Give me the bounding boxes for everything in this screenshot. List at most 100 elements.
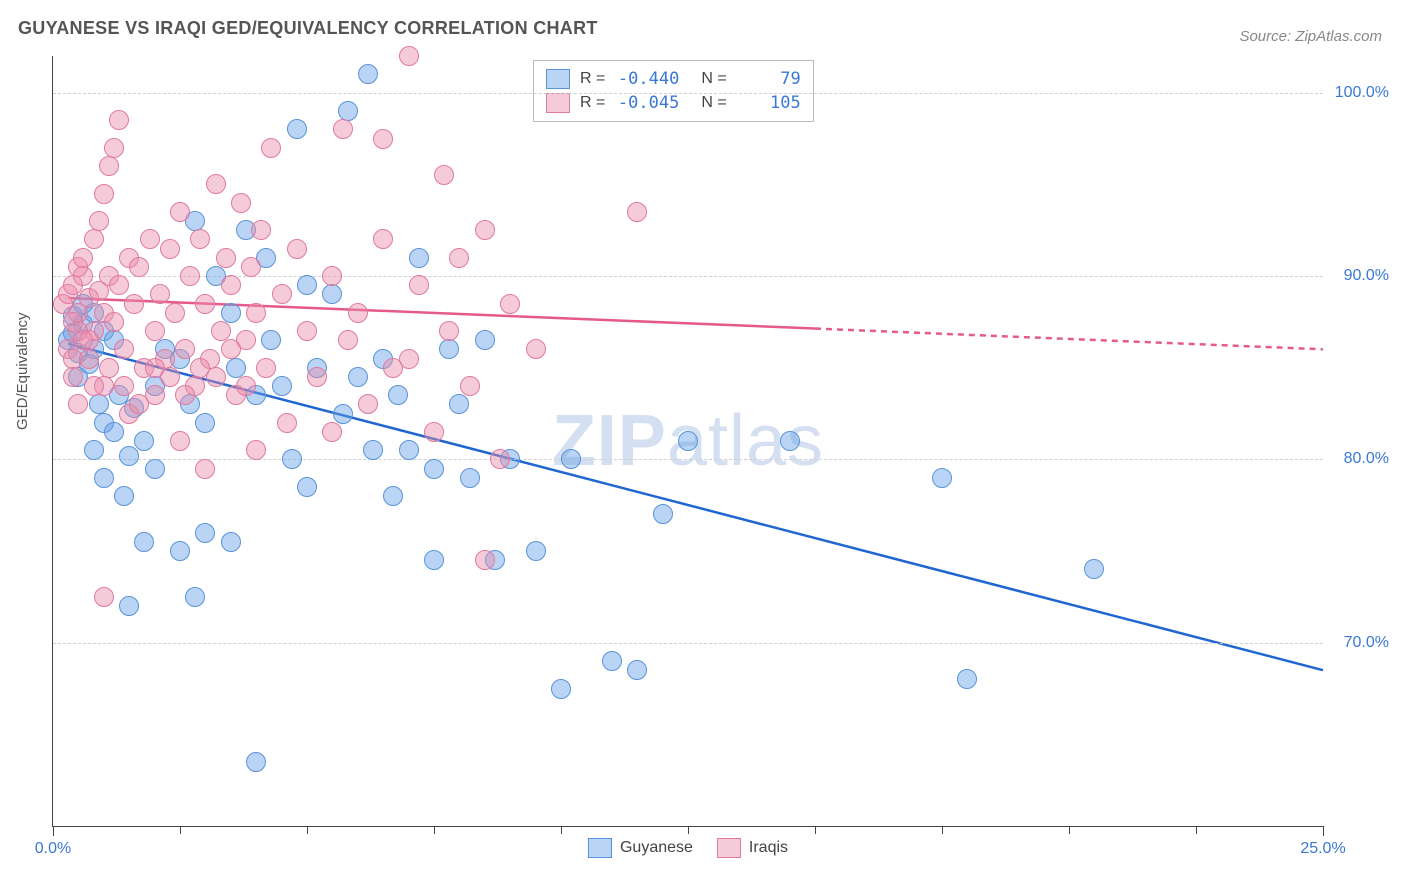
x-tick-label: 25.0% [1300, 840, 1345, 858]
data-point [206, 174, 226, 194]
data-point [282, 449, 302, 469]
data-point [460, 376, 480, 396]
data-point [460, 468, 480, 488]
data-point [221, 532, 241, 552]
x-tick [688, 826, 689, 834]
data-point [221, 275, 241, 295]
data-point [424, 422, 444, 442]
data-point [180, 266, 200, 286]
x-tick-label: 0.0% [35, 840, 71, 858]
x-tick [307, 826, 308, 834]
data-point [348, 367, 368, 387]
data-point [104, 312, 124, 332]
data-point [63, 367, 83, 387]
data-point [114, 486, 134, 506]
data-point [124, 294, 144, 314]
data-point [322, 266, 342, 286]
legend-item: Iraqis [717, 838, 788, 858]
chart-title: GUYANESE VS IRAQI GED/EQUIVALENCY CORREL… [18, 18, 598, 39]
legend-swatch [546, 93, 570, 113]
x-tick [561, 826, 562, 834]
data-point [449, 248, 469, 268]
data-point [246, 752, 266, 772]
data-point [602, 651, 622, 671]
data-point [287, 239, 307, 259]
data-point [409, 275, 429, 295]
data-point [409, 248, 429, 268]
data-point [490, 449, 510, 469]
data-point [84, 376, 104, 396]
data-point [256, 358, 276, 378]
data-point [185, 587, 205, 607]
data-point [150, 284, 170, 304]
data-point [140, 229, 160, 249]
data-point [109, 110, 129, 130]
data-point [333, 404, 353, 424]
data-point [399, 46, 419, 66]
data-point [526, 541, 546, 561]
data-point [104, 422, 124, 442]
data-point [231, 193, 251, 213]
data-point [170, 541, 190, 561]
data-point [109, 275, 129, 295]
data-point [114, 339, 134, 359]
y-tick-label: 80.0% [1344, 450, 1389, 468]
legend-label: Iraqis [749, 839, 788, 857]
x-tick [815, 826, 816, 834]
data-point [383, 486, 403, 506]
data-point [363, 440, 383, 460]
data-point [134, 532, 154, 552]
trend-line [815, 329, 1323, 350]
x-tick [434, 826, 435, 834]
data-point [358, 394, 378, 414]
data-point [261, 138, 281, 158]
x-tick [180, 826, 181, 834]
data-point [653, 504, 673, 524]
data-point [424, 550, 444, 570]
data-point [195, 413, 215, 433]
chart-container: GUYANESE VS IRAQI GED/EQUIVALENCY CORREL… [0, 0, 1406, 892]
data-point [475, 220, 495, 240]
legend-item: Guyanese [588, 838, 693, 858]
gridline [53, 459, 1323, 460]
x-tick [1323, 826, 1324, 836]
data-point [475, 330, 495, 350]
data-point [297, 477, 317, 497]
x-tick [1196, 826, 1197, 834]
data-point [322, 422, 342, 442]
data-point [160, 367, 180, 387]
data-point [73, 330, 93, 350]
data-point [297, 275, 317, 295]
x-tick [942, 826, 943, 834]
data-point [627, 202, 647, 222]
data-point [561, 449, 581, 469]
legend-swatch [546, 69, 570, 89]
data-point [73, 248, 93, 268]
data-point [1084, 559, 1104, 579]
gridline [53, 643, 1323, 644]
legend-swatch [588, 838, 612, 858]
n-label: N = [701, 70, 726, 88]
data-point [297, 321, 317, 341]
correlation-legend: R =-0.440N =79R =-0.045N =105 [533, 60, 814, 122]
data-point [399, 349, 419, 369]
data-point [434, 165, 454, 185]
data-point [206, 367, 226, 387]
plot-area: ZIPatlas R =-0.440N =79R =-0.045N =105 G… [52, 56, 1323, 827]
y-tick-label: 100.0% [1335, 84, 1389, 102]
data-point [322, 284, 342, 304]
data-point [526, 339, 546, 359]
data-point [68, 394, 88, 414]
data-point [145, 459, 165, 479]
r-value: -0.045 [615, 93, 679, 113]
data-point [104, 138, 124, 158]
legend-row: R =-0.045N =105 [546, 91, 801, 115]
data-point [89, 394, 109, 414]
data-point [932, 468, 952, 488]
data-point [84, 229, 104, 249]
data-point [221, 303, 241, 323]
data-point [551, 679, 571, 699]
data-point [780, 431, 800, 451]
gridline [53, 93, 1323, 94]
series-legend: Guyanese Iraqis [588, 838, 788, 858]
